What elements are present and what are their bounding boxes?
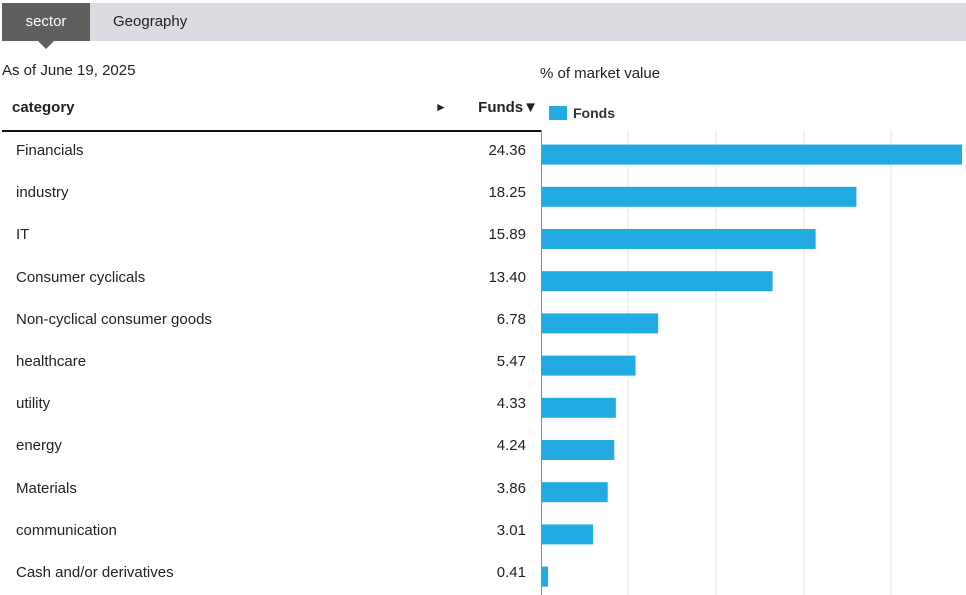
bar-financials: [542, 144, 962, 165]
column-header-funds[interactable]: Funds▼: [478, 99, 538, 116]
bar-utility: [542, 397, 616, 418]
chart-title: % of market value: [540, 65, 661, 82]
bar-cash-and-or-derivatives: [542, 566, 549, 587]
bar-energy: [542, 440, 615, 460]
row-value: 24.36: [488, 142, 526, 159]
tab-geography-label: Geography: [113, 13, 188, 30]
row-category: Financials: [16, 142, 84, 159]
bar-communication: [542, 524, 594, 545]
row-value: 15.89: [488, 226, 526, 244]
row-category: Materials: [16, 479, 77, 497]
table-row: communication 3.01: [2, 510, 542, 552]
table-row: Materials 3.86: [2, 468, 542, 510]
tab-sector[interactable]: sector: [2, 3, 90, 49]
table-row: utility 4.33: [2, 383, 542, 425]
table-row: Financials 24.36: [2, 130, 542, 172]
table-header: category ► Funds▼: [2, 92, 542, 132]
legend-label: Fonds: [573, 105, 615, 121]
row-category: Cash and/or derivatives: [16, 564, 174, 581]
tab-sector-label: sector: [25, 13, 67, 30]
table-row: Consumer cyclicals 13.40: [2, 257, 542, 299]
row-value: 4.33: [496, 395, 526, 413]
column-header-category[interactable]: category: [12, 99, 75, 116]
bar-industry: [542, 186, 857, 207]
bar-it: [542, 229, 816, 249]
row-category: communication: [16, 521, 117, 539]
row-category: Consumer cyclicals: [16, 268, 146, 286]
row-category: industry: [16, 184, 69, 202]
bar-consumer-cyclicals: [542, 271, 773, 292]
bar-chart: [541, 130, 962, 595]
legend-swatch: [549, 106, 567, 120]
tab-bar: sector Geography: [2, 3, 966, 49]
bar-healthcare: [542, 355, 636, 376]
table-row: healthcare 5.47: [2, 341, 542, 383]
row-category: IT: [16, 226, 30, 244]
row-value: 5.47: [496, 353, 526, 370]
row-value: 18.25: [488, 184, 526, 202]
tab-geography[interactable]: Geography: [113, 3, 187, 41]
row-value: 0.41: [496, 564, 526, 581]
table-row: energy 4.24: [2, 425, 542, 467]
expand-arrow-icon[interactable]: ►: [435, 100, 447, 114]
row-value: 6.78: [496, 310, 526, 328]
row-value: 3.86: [496, 479, 526, 497]
row-category: utility: [16, 395, 51, 413]
table-row: Non-cyclical consumer goods 6.78: [2, 299, 542, 341]
table-row: industry 18.25: [2, 172, 542, 214]
row-value: 4.24: [496, 437, 526, 455]
bar-non-cyclical-consumer-goods: [542, 313, 659, 334]
row-category: energy: [16, 437, 62, 455]
row-category: healthcare: [16, 353, 87, 370]
bar-materials: [542, 482, 608, 503]
table-row: IT 15.89: [2, 214, 542, 256]
active-tab-indicator: [38, 41, 54, 49]
row-category: Non-cyclical consumer goods: [16, 310, 212, 328]
row-value: 3.01: [496, 521, 526, 539]
row-value: 13.40: [488, 268, 526, 286]
table-row: Cash and/or derivatives 0.41: [2, 552, 542, 594]
as-of-date: As of June 19, 2025: [2, 62, 136, 79]
